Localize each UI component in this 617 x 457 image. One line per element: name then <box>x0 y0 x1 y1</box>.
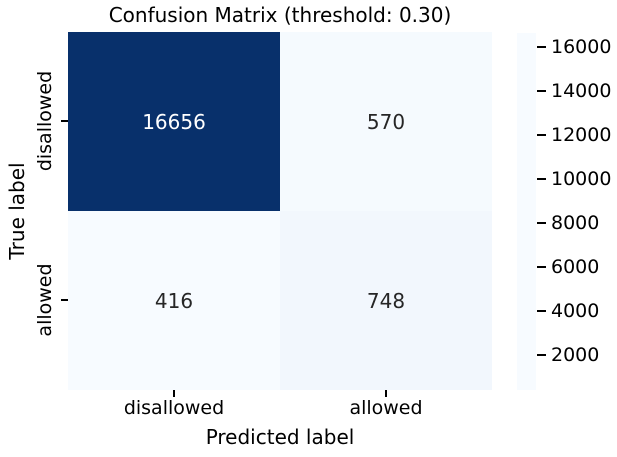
y-tick-label-allowed: allowed <box>34 263 56 337</box>
colorbar <box>517 33 536 390</box>
colorbar-tick-label: 8000 <box>551 212 600 235</box>
colorbar-tick-label: 6000 <box>551 256 600 279</box>
colorbar-tick-label: 12000 <box>551 124 612 147</box>
colorbar-tick-mark <box>537 90 546 93</box>
heatmap-cell-true-allowed-pred-disallowed: 416 <box>68 211 280 390</box>
x-axis-tick-allowed <box>385 390 387 397</box>
y-axis-tick-allowed <box>61 299 68 301</box>
heatmap-cell-true-disallowed-pred-allowed: 570 <box>280 32 492 211</box>
colorbar-tick-mark <box>537 46 546 49</box>
heatmap-cell-true-disallowed-pred-disallowed: 16656 <box>68 32 280 211</box>
colorbar-tick-label: 2000 <box>551 344 600 367</box>
x-axis-label: Predicted label <box>205 425 355 449</box>
cell-value: 416 <box>154 288 194 313</box>
x-tick-label-allowed: allowed <box>349 397 423 419</box>
x-tick-label-disallowed: disallowed <box>123 397 225 419</box>
colorbar-tick-mark <box>537 222 546 225</box>
y-tick-label-disallowed: disallowed <box>34 70 56 172</box>
colorbar-tick-mark <box>537 354 546 357</box>
cell-value: 748 <box>366 288 406 313</box>
heatmap-plot: 16656 570 416 748 <box>68 32 492 390</box>
colorbar-tick-label: 14000 <box>551 80 612 103</box>
colorbar-tick-label: 10000 <box>551 168 612 191</box>
cell-value: 16656 <box>142 109 206 134</box>
x-axis-tick-disallowed <box>173 390 175 397</box>
cell-value: 570 <box>366 109 406 134</box>
y-axis-tick-disallowed <box>61 120 68 122</box>
colorbar-tick-mark <box>537 178 546 181</box>
colorbar-tick-mark <box>537 134 546 137</box>
colorbar-tick-mark <box>537 310 546 313</box>
colorbar-tick-label: 4000 <box>551 300 600 323</box>
y-axis-label: True label <box>5 162 29 260</box>
heatmap-cell-true-allowed-pred-allowed: 748 <box>280 211 492 390</box>
chart-title: Confusion Matrix (threshold: 0.30) <box>108 3 452 27</box>
colorbar-tick-label: 16000 <box>551 36 612 59</box>
colorbar-tick-mark <box>537 266 546 269</box>
